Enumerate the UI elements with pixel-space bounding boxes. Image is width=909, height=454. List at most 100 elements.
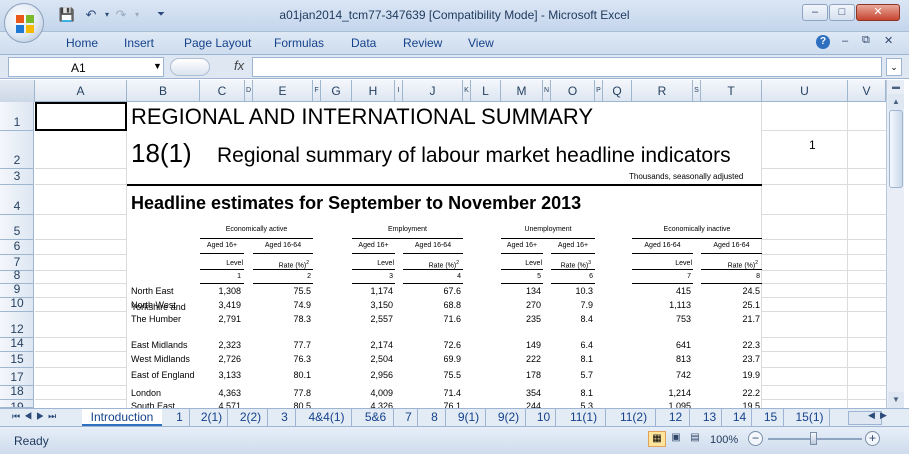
column-header[interactable]: E xyxy=(253,80,313,102)
undo-icon[interactable]: ↶ xyxy=(85,7,97,22)
column-header[interactable]: V xyxy=(848,80,886,102)
row-header[interactable]: 12 xyxy=(0,312,34,338)
table-cell[interactable]: 75.5 xyxy=(293,286,311,296)
table-cell[interactable]: 19.5 xyxy=(742,401,760,408)
table-cell[interactable]: 75.5 xyxy=(443,370,461,380)
table-cell[interactable]: 2,557 xyxy=(370,314,393,324)
column-header[interactable]: N xyxy=(543,80,551,102)
sheet-tab[interactable]: 1 xyxy=(170,409,190,426)
name-box[interactable]: A1 ▼ xyxy=(8,57,164,77)
tab-home[interactable]: Home xyxy=(66,36,99,50)
table-cell[interactable]: 22.3 xyxy=(742,340,760,350)
table-cell[interactable]: 2,956 xyxy=(370,370,393,380)
table-cell[interactable]: 23.7 xyxy=(742,354,760,364)
table-cell[interactable]: 76.1 xyxy=(443,401,461,408)
row-header[interactable]: 2 xyxy=(0,131,34,169)
workbook-close-icon[interactable]: ✕ xyxy=(884,35,894,47)
table-cell[interactable]: 1,308 xyxy=(218,286,241,296)
redo-icon[interactable]: ↷ xyxy=(115,7,127,22)
redo-dropdown-icon[interactable]: ▾ xyxy=(134,10,139,19)
table-cell[interactable]: 244 xyxy=(525,401,541,408)
table-cell[interactable]: 5.3 xyxy=(580,401,593,408)
table-cell[interactable]: 22.2 xyxy=(742,388,760,398)
active-cell[interactable] xyxy=(35,102,127,131)
table-cell[interactable]: 2,791 xyxy=(218,314,241,324)
table-cell[interactable]: 74.9 xyxy=(293,300,311,310)
tab-insert[interactable]: Insert xyxy=(124,36,155,50)
column-header[interactable]: L xyxy=(471,80,501,102)
select-all-corner[interactable] xyxy=(0,80,35,102)
column-header[interactable]: K xyxy=(463,80,471,102)
column-header[interactable]: D xyxy=(245,80,253,102)
table-cell[interactable]: 1,113 xyxy=(669,300,691,310)
page-break-view-icon[interactable]: ▤ xyxy=(690,432,700,443)
scroll-up-icon[interactable]: ▲ xyxy=(888,94,904,110)
table-cell[interactable]: 76.3 xyxy=(293,354,311,364)
sheet-tab[interactable]: 2(2) xyxy=(234,409,268,426)
table-cell[interactable]: 77.8 xyxy=(293,388,311,398)
column-header[interactable]: S xyxy=(693,80,701,102)
scroll-down-icon[interactable]: ▼ xyxy=(888,392,904,408)
row-header[interactable]: 4 xyxy=(0,185,34,215)
table-cell[interactable]: 8.4 xyxy=(580,314,593,324)
row-header[interactable]: 1 xyxy=(0,102,34,131)
table-cell[interactable]: 1,174 xyxy=(370,286,393,296)
column-header[interactable]: O xyxy=(551,80,595,102)
table-cell[interactable]: 134 xyxy=(525,286,541,296)
table-cell[interactable]: 69.9 xyxy=(443,354,461,364)
sheet-tab[interactable]: 2(1) xyxy=(196,409,228,426)
row-header[interactable]: 3 xyxy=(0,169,34,185)
table-cell[interactable]: 3,150 xyxy=(370,300,393,310)
close-button[interactable]: ✕ xyxy=(856,4,900,21)
sheet-tab[interactable]: 8 xyxy=(424,409,446,426)
page-layout-view-icon[interactable]: ▣ xyxy=(671,432,681,443)
row-header[interactable]: 17 xyxy=(0,368,34,386)
table-cell[interactable]: 3,419 xyxy=(218,300,241,310)
scroll-right-icon[interactable]: ▶ xyxy=(880,410,887,420)
column-header[interactable]: C xyxy=(200,80,245,102)
sheet-tab[interactable]: 4&4(1) xyxy=(302,409,352,426)
table-cell[interactable]: 270 xyxy=(525,300,541,310)
table-cell[interactable]: 10.3 xyxy=(575,286,593,296)
table-cell[interactable]: 71.6 xyxy=(443,314,461,324)
scroll-thumb[interactable] xyxy=(889,110,903,188)
zoom-slider-thumb[interactable] xyxy=(810,432,817,445)
sheet-tab[interactable]: 11(2) xyxy=(612,409,656,426)
sheet-tab[interactable]: Introduction xyxy=(82,409,162,426)
zoom-out-icon[interactable]: − xyxy=(748,431,763,446)
vertical-scrollbar[interactable]: ▬ ▲ ▼ xyxy=(886,80,904,408)
sheet-nav-icons[interactable]: ⏮◀▶⏭ xyxy=(12,411,61,421)
table-cell[interactable]: 77.7 xyxy=(293,340,311,350)
column-header[interactable]: P xyxy=(595,80,603,102)
expand-formula-bar-icon[interactable]: ⌄ xyxy=(886,58,902,76)
row-header[interactable]: 5 xyxy=(0,215,34,240)
column-header[interactable]: T xyxy=(701,80,762,102)
horizontal-scrollbar[interactable] xyxy=(848,411,882,425)
column-header[interactable]: J xyxy=(403,80,463,102)
table-cell[interactable]: 2,504 xyxy=(370,354,393,364)
row-header[interactable]: 6 xyxy=(0,239,34,255)
scroll-left-icon[interactable]: ◀ xyxy=(868,410,875,420)
table-cell[interactable]: 80.5 xyxy=(293,401,311,408)
sheet-tab[interactable]: 10 xyxy=(532,409,556,426)
table-cell[interactable]: 80.1 xyxy=(293,370,311,380)
column-header[interactable]: R xyxy=(632,80,693,102)
sheet-tab[interactable]: 11(1) xyxy=(562,409,606,426)
sheet-tab[interactable]: 7 xyxy=(400,409,418,426)
customize-qat-icon[interactable]: ⏷ xyxy=(157,9,165,20)
help-icon[interactable]: ? xyxy=(816,35,830,49)
row-header[interactable]: 15 xyxy=(0,352,34,368)
table-cell[interactable]: 2,323 xyxy=(218,340,241,350)
tab-formulas[interactable]: Formulas xyxy=(274,36,325,50)
table-cell[interactable]: 72.6 xyxy=(443,340,461,350)
row-header[interactable]: 18 xyxy=(0,384,34,400)
formula-expand-handle[interactable] xyxy=(170,58,210,76)
row-header[interactable]: 7 xyxy=(0,255,34,271)
tab-page-layout[interactable]: Page Layout xyxy=(184,36,252,50)
column-header[interactable]: B xyxy=(127,80,200,102)
table-cell[interactable]: 19.9 xyxy=(742,370,760,380)
name-box-dropdown-icon[interactable]: ▼ xyxy=(153,61,162,71)
table-cell[interactable]: 813 xyxy=(675,354,691,364)
table-cell[interactable]: 4,571 xyxy=(218,401,241,408)
column-header[interactable]: U xyxy=(762,80,848,102)
